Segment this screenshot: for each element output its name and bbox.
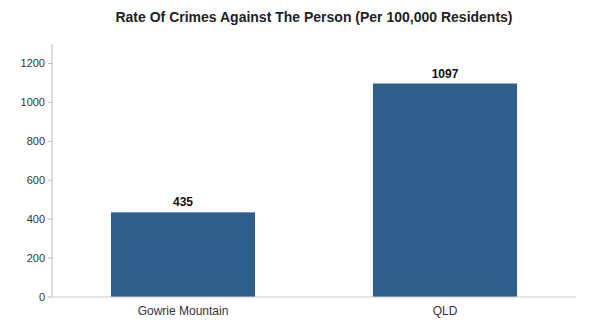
y-tick [48, 180, 52, 181]
data-labels: 435 1097 [173, 67, 459, 210]
y-tick [48, 219, 52, 220]
chart-svg: Rate Of Crimes Against The Person (Per 1… [0, 0, 592, 333]
bars [111, 84, 517, 297]
y-ticks: 0 200 400 600 800 1000 1200 [21, 57, 52, 303]
y-tick-label: 200 [27, 252, 45, 264]
y-tick-label: 800 [27, 135, 45, 147]
title: Rate Of Crimes Against The Person (Per 1… [115, 9, 512, 25]
y-tick [48, 102, 52, 103]
y-tick-label: 0 [39, 291, 45, 303]
chart-container: Rate Of Crimes Against The Person (Per 1… [0, 0, 592, 333]
y-tick [48, 297, 52, 298]
bar [111, 212, 255, 297]
x-tick-label: QLD [433, 304, 458, 318]
y-tick-label: 1200 [21, 57, 45, 69]
x-ticks: Gowrie Mountain QLD [138, 304, 458, 318]
data-label: 435 [173, 195, 193, 209]
y-tick [48, 141, 52, 142]
y-tick-label: 400 [27, 213, 45, 225]
bar [373, 84, 517, 297]
x-axis-line [52, 297, 576, 298]
y-tick-label: 600 [27, 174, 45, 186]
data-label: 1097 [432, 67, 459, 81]
x-tick-label: Gowrie Mountain [138, 304, 229, 318]
y-tick-label: 1000 [21, 96, 45, 108]
y-axis-line [52, 44, 53, 297]
y-tick [48, 258, 52, 259]
y-tick [48, 63, 52, 64]
